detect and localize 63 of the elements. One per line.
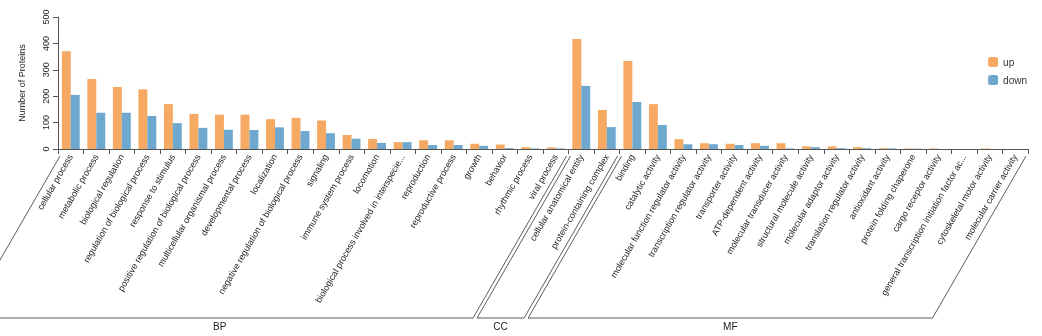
legend-label: up [1003,56,1015,68]
bar [377,142,387,149]
bar [70,94,80,149]
bar [470,143,480,149]
bar [606,127,616,149]
text: BP [213,321,227,332]
bar [495,144,505,149]
bar [96,112,106,149]
bar [249,129,259,149]
bar [708,144,718,149]
bar [61,51,71,149]
bar [581,85,591,149]
text: CC [493,321,508,332]
bar [572,38,582,149]
bar [172,123,182,149]
bar [326,133,335,149]
bar [734,145,744,149]
y-tick-label: 300 [40,62,51,78]
bar [214,114,224,149]
bar [699,143,709,149]
y-tick-label: 0 [40,146,51,152]
bar [189,113,199,149]
bar [112,86,122,149]
bar [402,142,412,149]
bar [198,127,208,149]
bar [827,146,837,149]
bar [479,145,489,149]
bar [683,144,693,149]
legend-label: down [1003,74,1027,86]
bar [759,145,769,149]
y-axis-title: Number of Proteins [16,43,27,122]
bar [648,104,658,149]
bar [453,145,463,149]
bar [674,139,684,149]
bar [342,135,352,149]
bar [266,119,275,149]
bar [776,143,786,149]
bar [87,79,97,149]
bar [163,104,173,149]
bar [802,146,812,149]
bar [317,120,327,149]
bar [444,140,454,149]
y-tick-label: 400 [40,35,51,51]
bar [138,89,148,149]
bar [300,131,310,149]
bar [274,127,284,149]
bar [147,116,157,149]
bar [419,140,429,149]
text: MF [723,321,738,332]
bar [368,138,378,149]
bar [223,129,233,149]
bar [428,145,438,149]
bar [657,124,667,149]
bar [121,112,131,149]
y-tick-label: 200 [40,88,51,104]
bar [291,117,301,149]
bar [597,109,607,149]
bar [623,61,633,149]
bar [632,102,642,149]
bar [393,142,403,149]
y-tick-label: 100 [40,115,51,131]
y-tick-label: 500 [40,9,51,25]
bar [751,143,760,149]
